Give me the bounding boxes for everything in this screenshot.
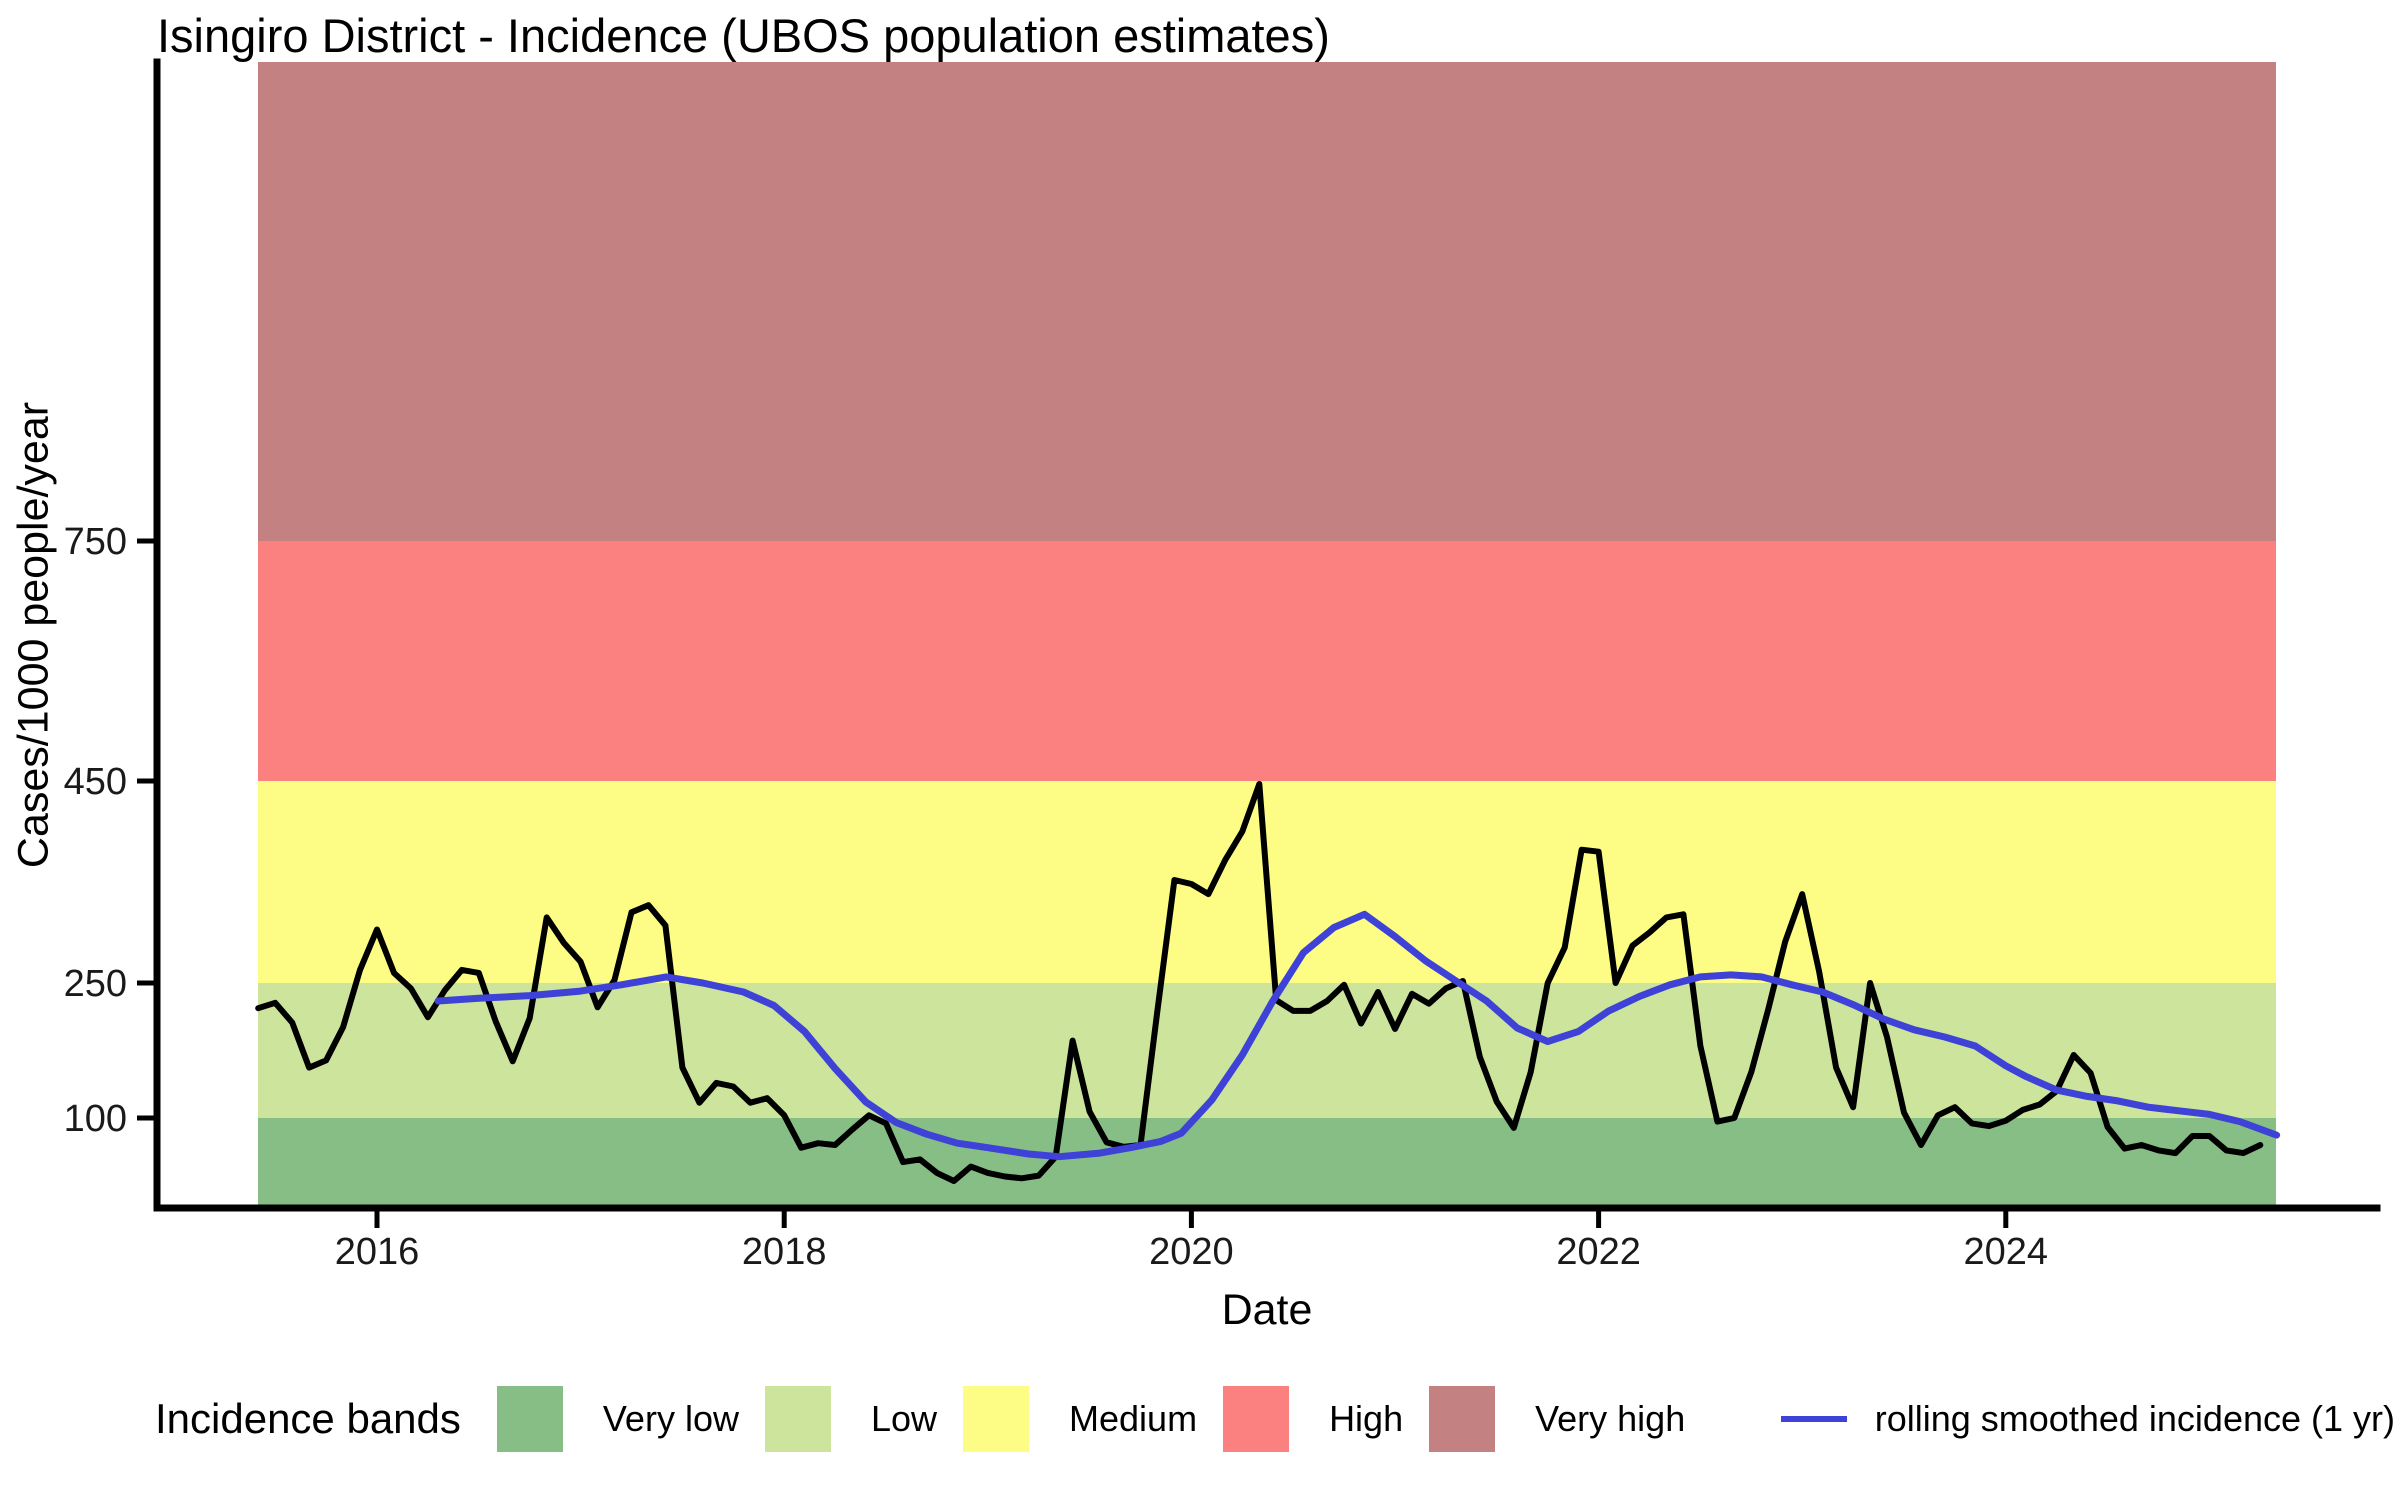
y-axis-title: Cases/1000 people/year [9, 401, 58, 869]
band-very-high [258, 62, 2276, 541]
y-tick-label: 450 [64, 761, 127, 803]
legend-swatch-icon [1429, 1386, 1496, 1452]
chart-plot-area: 2016 2018 2020 2022 2024 100 250 450 750 [64, 58, 2381, 1273]
legend-swatch-icon [764, 1386, 831, 1452]
band-very-low [258, 1118, 2276, 1208]
x-tick-label: 2016 [335, 1231, 420, 1273]
legend-swatch-icon [496, 1386, 563, 1452]
legend-item-label: Medium [1069, 1398, 1198, 1439]
legend-band-items: Very low Low Medium High Very high [496, 1386, 1711, 1452]
legend-item-label: High [1329, 1398, 1404, 1439]
legend-item-label: Very high [1535, 1398, 1686, 1439]
smoothed-line-key-icon [1780, 1416, 1847, 1422]
smoothed-line [434, 910, 2281, 1161]
chart-title: Isingiro District - Incidence (UBOS popu… [157, 9, 1330, 62]
legend-swatch-icon [1223, 1386, 1290, 1452]
legend-item-very-high: Very high [1429, 1386, 1685, 1452]
axis-lines [153, 58, 2381, 1212]
legend-item-medium: Medium [963, 1386, 1197, 1452]
legend-item-low: Low [764, 1386, 938, 1452]
legend-line-label: rolling smoothed incidence (1 yr) [1874, 1398, 2395, 1439]
x-tick-label: 2020 [1149, 1231, 1234, 1273]
legend-item-label: Very low [602, 1398, 739, 1439]
band-low [258, 983, 2276, 1118]
x-tick-label: 2018 [742, 1231, 827, 1273]
y-tick-label: 100 [64, 1098, 127, 1140]
x-tick-label: 2022 [1556, 1231, 1641, 1273]
legend-line-item: rolling smoothed incidence (1 yr) [1779, 1398, 2395, 1440]
legend-swatch-icon [963, 1386, 1030, 1452]
band-high [258, 541, 2276, 781]
x-tick-label: 2024 [1964, 1231, 2049, 1273]
x-axis-title: Date [1221, 1286, 1313, 1334]
legend-item-high: High [1223, 1386, 1403, 1452]
legend-title: Incidence bands [155, 1395, 461, 1442]
legend-item-very-low: Very low [496, 1386, 739, 1452]
y-tick-label: 250 [64, 963, 127, 1005]
legend-item-label: Low [870, 1398, 938, 1439]
y-tick-label: 750 [64, 521, 127, 563]
legend: Incidence bands Very low Low Medium High Ver… [155, 1374, 2395, 1464]
